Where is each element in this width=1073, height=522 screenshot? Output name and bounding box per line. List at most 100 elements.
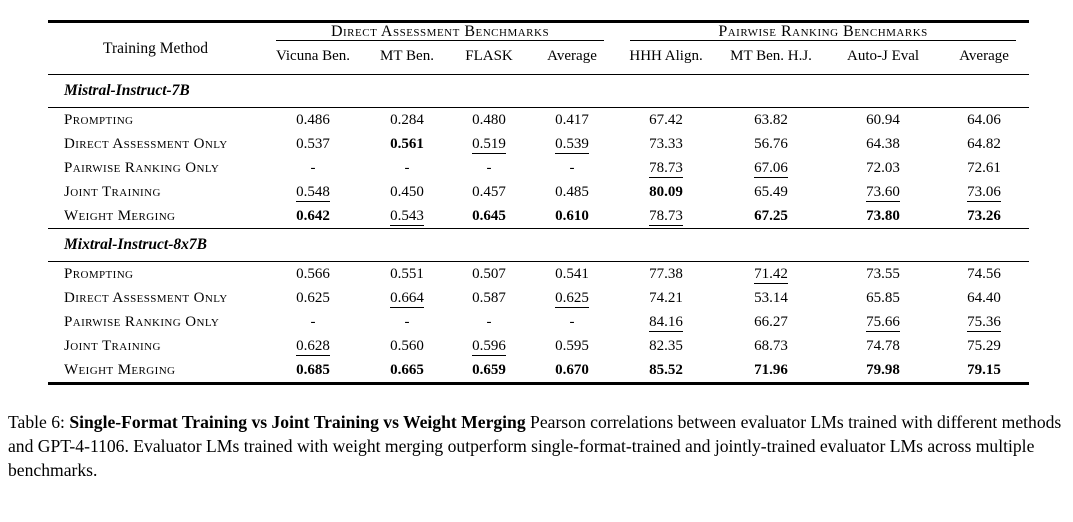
value-cell: 66.27: [754, 313, 788, 330]
table-row: Joint Training 0.628 0.560 0.596 0.595 82.35 6…: [48, 334, 1029, 358]
value-cell: 0.548: [296, 183, 330, 202]
method-label: Joint Training: [64, 183, 161, 200]
value-cell: 0.566: [296, 265, 330, 282]
value-cell: 67.06: [754, 159, 788, 178]
column-names-row: Vicuna Ben. MT Ben. FLASK Average HHH Al…: [48, 41, 1029, 75]
column-header-flask: FLASK: [465, 48, 513, 64]
value-cell: 74.78: [866, 337, 900, 354]
value-cell: 73.06: [967, 183, 1001, 202]
method-label: Pairwise Ranking Only: [64, 313, 220, 330]
value-cell: 0.560: [390, 337, 424, 354]
value-cell: 0.642: [296, 207, 330, 224]
column-header-vicuna-ben: Vicuna Ben.: [275, 48, 351, 64]
value-cell: 63.82: [754, 111, 788, 128]
value-cell: 0.457: [472, 183, 506, 200]
table-row: Direct Assessment Only 0.625 0.664 0.587 0.6…: [48, 286, 1029, 310]
value-cell: -: [486, 313, 492, 330]
method-label: Direct Assessment Only: [64, 135, 228, 152]
caption-title: Single-Format Training vs Joint Training…: [69, 412, 526, 432]
value-cell: 73.26: [967, 207, 1001, 224]
column-header-pr-average: Average: [959, 48, 1009, 64]
value-cell: 0.628: [296, 337, 330, 356]
value-cell: 60.94: [866, 111, 900, 128]
value-cell: 73.33: [649, 135, 683, 152]
section-title: Mixtral-Instruct-8x7B: [48, 228, 1030, 262]
method-label: Weight Merging: [64, 207, 176, 224]
value-cell: 85.52: [649, 361, 683, 378]
value-cell: 65.49: [754, 183, 788, 200]
value-cell: 64.40: [967, 289, 1001, 306]
value-cell: 68.73: [754, 337, 788, 354]
value-cell: 0.519: [472, 135, 506, 154]
value-cell: 79.98: [866, 361, 900, 378]
value-cell: 77.38: [649, 265, 683, 282]
value-cell: 75.66: [866, 313, 900, 332]
column-header-hhh-align: HHH Align.: [629, 48, 703, 64]
value-cell: 67.42: [649, 111, 683, 128]
value-cell: -: [310, 159, 316, 176]
value-cell: 0.485: [555, 183, 589, 200]
value-cell: 71.96: [754, 361, 788, 378]
paper-page: Training Method Direct Assessment Benchm…: [0, 20, 1073, 522]
value-cell: 84.16: [649, 313, 683, 332]
value-cell: 0.596: [472, 337, 506, 356]
table-row: Prompting 0.486 0.284 0.480 0.417 67.42 63.82 6…: [48, 108, 1029, 133]
table-header: Training Method Direct Assessment Benchm…: [48, 22, 1029, 75]
value-cell: 71.42: [754, 265, 788, 284]
value-cell: 78.73: [649, 159, 683, 178]
group-header-pairwise-ranking: Pairwise Ranking Benchmarks: [617, 22, 1029, 42]
value-cell: 0.507: [472, 265, 506, 282]
value-cell: 73.80: [866, 207, 900, 224]
value-cell: 0.670: [555, 361, 589, 378]
value-cell: 74.21: [649, 289, 683, 306]
caption-text: Pearson correlations between evaluator L…: [8, 412, 1062, 481]
value-cell: -: [569, 313, 575, 330]
value-cell: 64.06: [967, 111, 1001, 128]
table-row: Pairwise Ranking Only - - - - 84.16 66.27 75.66…: [48, 310, 1029, 334]
value-cell: 0.587: [472, 289, 506, 306]
value-cell: 0.659: [472, 361, 506, 378]
value-cell: 0.417: [555, 111, 589, 128]
column-header-mt-ben: MT Ben.: [380, 48, 434, 64]
method-label: Joint Training: [64, 337, 161, 354]
value-cell: 64.38: [866, 135, 900, 152]
value-cell: 0.480: [472, 111, 506, 128]
table-row: Joint Training 0.548 0.450 0.457 0.485 80.09 6…: [48, 180, 1029, 204]
method-label: Weight Merging: [64, 361, 176, 378]
method-label: Prompting: [64, 111, 134, 128]
value-cell: 0.665: [390, 361, 424, 378]
value-cell: 0.664: [390, 289, 424, 308]
table-row: Pairwise Ranking Only - - - - 78.73 67.06 72.03…: [48, 156, 1029, 180]
value-cell: 79.15: [967, 361, 1001, 378]
section-header-row: Mistral-Instruct-7B: [48, 74, 1030, 108]
value-cell: 72.61: [967, 159, 1001, 176]
value-cell: 75.36: [967, 313, 1001, 332]
group-header-row: Training Method Direct Assessment Benchm…: [48, 22, 1029, 57]
value-cell: -: [404, 159, 410, 176]
value-cell: 0.625: [555, 289, 589, 308]
value-cell: 0.284: [390, 111, 424, 128]
value-cell: -: [310, 313, 316, 330]
value-cell: 0.625: [296, 289, 330, 306]
value-cell: 0.610: [555, 207, 589, 224]
value-cell: 67.25: [754, 207, 788, 224]
value-cell: 0.595: [555, 337, 589, 354]
value-cell: 56.76: [754, 135, 788, 152]
value-cell: 0.543: [390, 207, 424, 226]
value-cell: 65.85: [866, 289, 900, 306]
value-cell: 0.551: [390, 265, 424, 282]
value-cell: 73.55: [866, 265, 900, 282]
caption-label: Table 6:: [8, 412, 65, 432]
section-header-row: Mixtral-Instruct-8x7B: [48, 228, 1030, 262]
value-cell: -: [486, 159, 492, 176]
column-header-mt-ben-hj: MT Ben. H.J.: [730, 48, 812, 64]
table-row: Prompting 0.566 0.551 0.507 0.541 77.38 71.42 7…: [48, 262, 1029, 287]
section-title: Mistral-Instruct-7B: [48, 74, 1030, 108]
value-cell: -: [404, 313, 410, 330]
column-header-da-average: Average: [547, 48, 597, 64]
value-cell: 82.35: [649, 337, 683, 354]
table-body: Mistral-Instruct-7B Prompting 0.486 0.284 0.…: [48, 74, 1030, 384]
value-cell: 0.685: [296, 361, 330, 378]
method-label: Direct Assessment Only: [64, 289, 228, 306]
value-cell: 72.03: [866, 159, 900, 176]
